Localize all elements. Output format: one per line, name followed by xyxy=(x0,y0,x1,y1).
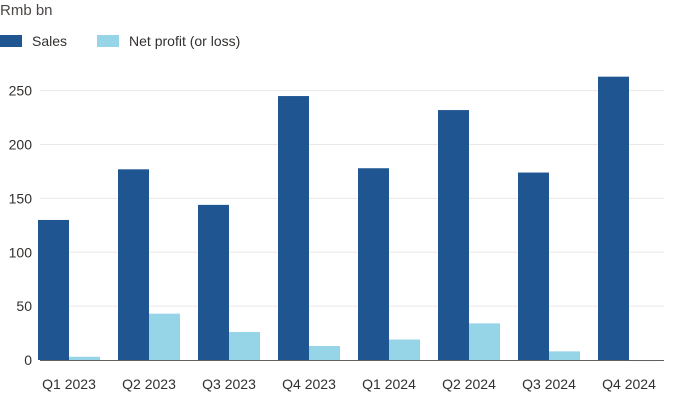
bar-sales-q4-2024 xyxy=(598,76,629,360)
bar-sales-q3-2023 xyxy=(198,204,229,360)
legend-item-sales: Sales xyxy=(0,33,67,49)
y-tick-label: 200 xyxy=(9,137,33,153)
x-tick-label: Q1 2024 xyxy=(362,376,416,392)
legend-label-sales: Sales xyxy=(32,33,68,49)
bar-net-profit-q4-2023 xyxy=(309,345,340,360)
legend: Sales Net profit (or loss) xyxy=(0,33,270,49)
y-tick-label: 100 xyxy=(9,244,33,260)
bar-net-profit-q3-2023 xyxy=(229,331,260,360)
x-tick-label: Q4 2024 xyxy=(602,376,656,392)
x-tick-label: Q1 2023 xyxy=(42,376,96,392)
y-tick-label: 0 xyxy=(24,352,32,368)
y-tick-label: 250 xyxy=(9,83,33,99)
unit-label: Rmb bn xyxy=(0,2,53,19)
bar-net-profit-q1-2023 xyxy=(69,356,100,360)
y-tick-label: 50 xyxy=(16,298,32,314)
bar-sales-q2-2023 xyxy=(118,169,149,360)
legend-swatch-net-profit xyxy=(97,35,120,47)
legend-swatch-sales xyxy=(0,35,22,47)
x-tick-label: Q2 2023 xyxy=(122,376,176,392)
bar-net-profit-q2-2023 xyxy=(149,313,180,360)
x-tick-label: Q3 2023 xyxy=(202,376,256,392)
y-tick-label: 150 xyxy=(9,190,33,206)
bar-net-profit-q1-2024 xyxy=(389,339,420,360)
bar-net-profit-q2-2024 xyxy=(469,323,500,360)
x-tick-label: Q2 2024 xyxy=(442,376,496,392)
legend-item-net-profit: Net profit (or loss) xyxy=(97,33,240,49)
x-tick-label: Q4 2023 xyxy=(282,376,336,392)
bar-sales-q4-2023 xyxy=(278,96,309,361)
bar-sales-q3-2024 xyxy=(518,172,549,360)
bar-net-profit-q3-2024 xyxy=(549,351,580,360)
bar-sales-q1-2023 xyxy=(38,219,69,360)
bar-sales-q2-2024 xyxy=(438,110,469,360)
legend-label-net-profit: Net profit (or loss) xyxy=(129,33,241,49)
bar-sales-q1-2024 xyxy=(358,168,389,360)
x-tick-label: Q3 2024 xyxy=(522,376,576,392)
